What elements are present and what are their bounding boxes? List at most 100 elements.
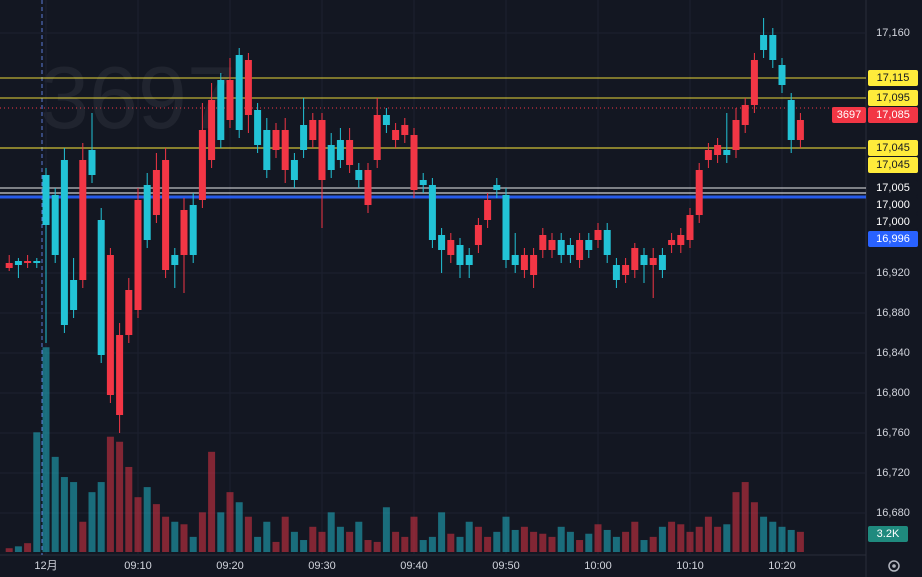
candle-body bbox=[640, 255, 648, 265]
candle-body bbox=[438, 235, 446, 250]
candle-body bbox=[649, 258, 657, 265]
x-tick-label: 09:20 bbox=[216, 560, 244, 572]
candle-body bbox=[750, 60, 758, 105]
volume-bar bbox=[226, 492, 234, 552]
level-label-box bbox=[868, 90, 918, 106]
volume-bar bbox=[465, 521, 473, 552]
level-label: 17,000 bbox=[876, 216, 910, 228]
gear[interactable] bbox=[888, 560, 900, 572]
candle-body bbox=[723, 150, 731, 155]
volume-bar bbox=[419, 540, 427, 552]
candle-body bbox=[125, 290, 133, 335]
candle-body bbox=[24, 261, 32, 263]
volume-bar bbox=[42, 347, 50, 552]
volume-bar bbox=[760, 516, 768, 552]
volume-bar bbox=[557, 526, 565, 552]
level-label-box bbox=[868, 197, 918, 213]
candle-body bbox=[769, 35, 777, 60]
level-label: 17,045 bbox=[876, 159, 910, 171]
volume-bar bbox=[125, 466, 133, 552]
level-label-box bbox=[868, 70, 918, 86]
volume-bar bbox=[548, 536, 556, 552]
volume-bar bbox=[5, 548, 13, 552]
candle-body bbox=[493, 185, 501, 190]
volume-bar bbox=[658, 526, 666, 552]
volume-bar bbox=[198, 512, 206, 552]
volume-bar bbox=[622, 531, 630, 552]
volume-bar bbox=[189, 536, 197, 552]
candle-body bbox=[410, 135, 418, 190]
candle-body bbox=[456, 245, 464, 265]
candle-body bbox=[714, 145, 722, 155]
candle-body bbox=[346, 140, 354, 165]
candle-body bbox=[695, 170, 703, 215]
candle-body bbox=[539, 235, 547, 250]
volume-bar bbox=[566, 531, 574, 552]
candle-body bbox=[79, 160, 87, 280]
volume-bar bbox=[704, 516, 712, 552]
x-tick-label: 09:40 bbox=[400, 560, 428, 572]
candle-body bbox=[447, 240, 455, 255]
x-tick-label: 09:50 bbox=[492, 560, 520, 572]
candle-body bbox=[198, 130, 206, 200]
volume-bar bbox=[116, 441, 124, 552]
candle-body bbox=[309, 120, 317, 140]
volume-bar bbox=[88, 492, 96, 552]
candle-body bbox=[668, 240, 676, 245]
volume-bar bbox=[244, 516, 252, 552]
candle-body bbox=[134, 200, 142, 310]
volume-bar bbox=[79, 521, 87, 552]
volume-bar bbox=[70, 482, 78, 552]
level-label-box bbox=[868, 107, 918, 123]
candle-body bbox=[603, 230, 611, 255]
y-tick-label: 16,720 bbox=[876, 467, 910, 479]
candle-body bbox=[658, 255, 666, 270]
candle-body bbox=[244, 60, 252, 115]
volume-bar bbox=[493, 531, 501, 552]
candle-body bbox=[557, 240, 565, 255]
volume-bar bbox=[640, 540, 648, 552]
y-tick-label: 16,800 bbox=[876, 387, 910, 399]
volume-bar bbox=[208, 451, 216, 552]
volume-bar bbox=[318, 531, 326, 552]
volume-bar bbox=[750, 502, 758, 552]
settings-icon[interactable] bbox=[888, 560, 900, 572]
candle-body bbox=[106, 255, 114, 395]
level-label-box bbox=[868, 157, 918, 173]
volume-bar bbox=[235, 502, 243, 552]
candle-body bbox=[88, 150, 96, 175]
candle-body bbox=[171, 255, 179, 265]
candle-body bbox=[300, 125, 308, 150]
volume-bar bbox=[364, 540, 372, 552]
volume-bar bbox=[741, 482, 749, 552]
volume-bar bbox=[143, 487, 151, 552]
x-tick-label: 09:30 bbox=[308, 560, 336, 572]
candle-body bbox=[373, 115, 381, 160]
volume-bar bbox=[14, 546, 22, 552]
volume-bar bbox=[382, 507, 390, 552]
candle-body bbox=[14, 261, 22, 265]
candle-body bbox=[401, 125, 409, 135]
volume-bar bbox=[649, 536, 657, 552]
volume-bar bbox=[502, 516, 510, 552]
volume-bar bbox=[373, 541, 381, 552]
volume-bar bbox=[530, 531, 538, 552]
candle-body bbox=[576, 240, 584, 260]
volume-pane bbox=[5, 347, 804, 552]
volume-bar bbox=[171, 521, 179, 552]
volume-bar bbox=[51, 456, 59, 552]
candle-body bbox=[254, 110, 262, 145]
candle-body bbox=[336, 140, 344, 160]
level-label: 17,000 bbox=[876, 199, 910, 211]
candle-body bbox=[392, 130, 400, 140]
gear-center bbox=[892, 564, 896, 568]
candle-body bbox=[162, 160, 170, 270]
volume-bar bbox=[539, 533, 547, 552]
y-tick-label: 16,920 bbox=[876, 267, 910, 279]
volume-bar bbox=[281, 516, 289, 552]
volume-bar bbox=[355, 521, 363, 552]
candle-body bbox=[60, 160, 68, 325]
candle-body bbox=[152, 170, 160, 215]
x-tick-label: 12月 bbox=[34, 560, 57, 572]
